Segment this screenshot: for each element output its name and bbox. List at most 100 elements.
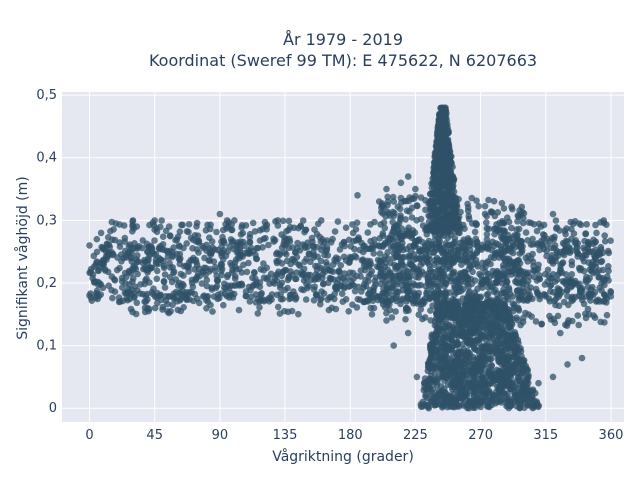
data-point: [419, 398, 427, 406]
data-point: [416, 248, 424, 255]
data-point: [144, 304, 151, 312]
data-point: [535, 379, 542, 387]
data-point: [495, 308, 502, 315]
data-point: [369, 294, 377, 301]
data-point: [347, 243, 355, 250]
data-point: [244, 250, 251, 257]
data-point: [218, 271, 225, 279]
data-point: [490, 288, 498, 296]
data-point: [202, 227, 210, 234]
data-point: [478, 279, 486, 287]
data-point: [274, 217, 282, 224]
data-point: [463, 392, 471, 400]
data-point: [109, 294, 116, 302]
data-point: [277, 295, 285, 303]
data-point: [161, 271, 169, 278]
x-tick-label: 90: [212, 428, 229, 443]
data-point: [505, 402, 512, 409]
data-point: [177, 255, 184, 262]
data-point: [509, 293, 516, 300]
data-point: [399, 261, 406, 269]
data-point: [514, 212, 522, 219]
data-point: [549, 373, 557, 381]
data-point: [408, 214, 416, 221]
data-point: [457, 390, 464, 397]
data-point: [172, 276, 180, 283]
data-point: [226, 294, 233, 301]
data-point: [458, 306, 466, 313]
data-point: [381, 304, 389, 311]
data-point: [598, 280, 605, 287]
data-point: [427, 307, 434, 314]
data-point: [469, 268, 476, 276]
data-point: [600, 217, 607, 224]
data-point: [580, 258, 588, 265]
data-point: [370, 250, 378, 257]
data-point: [534, 403, 542, 411]
data-point: [111, 236, 119, 244]
data-point: [340, 239, 348, 246]
data-point: [200, 293, 207, 300]
data-point: [177, 307, 185, 315]
data-point: [440, 297, 448, 305]
data-point: [483, 291, 491, 299]
data-point: [183, 228, 191, 235]
data-point: [429, 222, 436, 230]
data-point: [460, 402, 467, 409]
data-point: [437, 208, 444, 216]
data-point: [570, 230, 578, 237]
data-point: [484, 244, 491, 252]
data-point: [482, 268, 489, 276]
data-point: [429, 242, 436, 249]
data-point: [567, 247, 575, 255]
data-point: [310, 243, 317, 251]
data-point: [99, 259, 106, 266]
data-point: [392, 265, 399, 273]
data-point: [435, 275, 443, 283]
data-point: [503, 337, 510, 345]
data-point: [425, 362, 432, 370]
data-point: [251, 228, 259, 235]
data-point: [386, 306, 394, 314]
data-point: [467, 294, 474, 302]
data-point: [481, 202, 489, 210]
data-point: [472, 320, 479, 328]
data-point: [308, 234, 316, 242]
data-point: [569, 296, 577, 304]
y-axis-label: Signifikant våghöjd (m): [14, 176, 31, 339]
data-point: [430, 180, 437, 187]
data-point: [562, 247, 570, 254]
data-point: [534, 265, 542, 273]
data-point: [449, 298, 457, 305]
data-point: [517, 347, 525, 355]
data-point: [515, 297, 522, 304]
data-point: [427, 367, 435, 375]
data-point: [367, 221, 374, 228]
data-point: [313, 266, 321, 274]
data-point: [449, 403, 456, 411]
data-point: [188, 279, 196, 287]
data-point: [578, 296, 586, 304]
data-point: [417, 281, 424, 289]
data-point: [548, 234, 556, 242]
data-point: [180, 244, 187, 252]
data-point: [505, 306, 513, 314]
data-point: [274, 222, 282, 229]
data-point: [222, 285, 229, 293]
data-point: [224, 273, 231, 281]
data-point: [548, 254, 555, 262]
data-point: [443, 334, 451, 342]
data-point: [507, 379, 514, 386]
data-point: [127, 305, 135, 313]
data-point: [541, 281, 549, 288]
data-point: [485, 225, 493, 233]
data-point: [384, 298, 392, 306]
data-point: [222, 252, 230, 260]
data-point: [504, 214, 511, 221]
data-point: [483, 236, 491, 243]
data-point: [607, 293, 615, 300]
data-point: [536, 246, 543, 254]
data-point: [260, 274, 268, 282]
data-point: [283, 228, 290, 235]
data-point: [479, 307, 487, 314]
